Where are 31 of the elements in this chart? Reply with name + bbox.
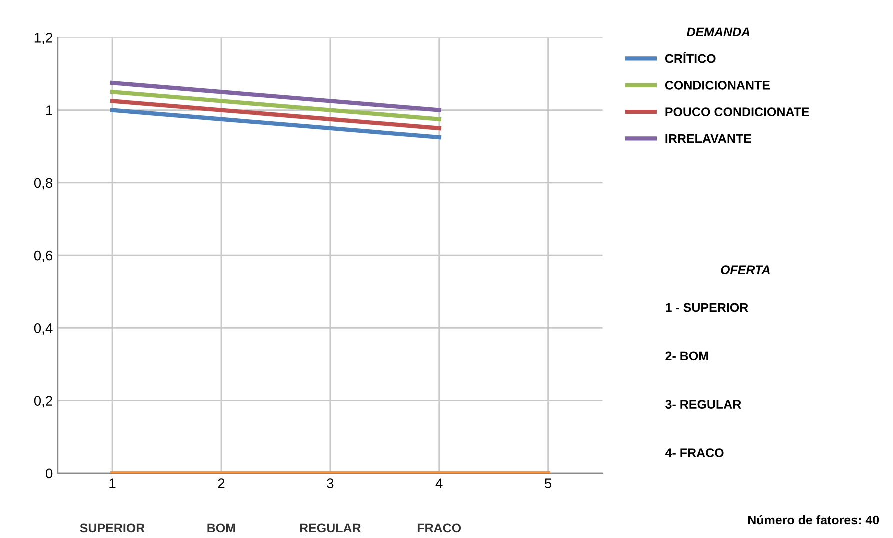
line-series — [110, 108, 442, 140]
text: 3- REGULAR — [666, 400, 742, 410]
legend-label: POUCO CONDICIONATE — [666, 108, 810, 117]
text: Número de fatores: 40 — [748, 515, 880, 525]
y-tick-label: 0,4 — [34, 324, 53, 335]
legend-label: CONDICIONANTE — [665, 81, 770, 90]
line-series — [110, 99, 442, 131]
line-series — [110, 90, 442, 122]
x-tick-label: 1 — [110, 478, 116, 488]
x-tick-label: 2 — [218, 478, 225, 488]
text: 4- FRACO — [665, 448, 724, 458]
legend-label: IRRELAVANTE — [666, 134, 752, 144]
text: FRACO — [418, 524, 462, 533]
text: REGULAR — [300, 524, 362, 533]
text: BOM — [208, 524, 236, 533]
y-tick-label: 1,2 — [34, 32, 52, 44]
y-tick-label: 0,6 — [34, 250, 53, 262]
y-tick-label: 0,2 — [34, 396, 52, 408]
y-tick-label: 0,8 — [34, 178, 53, 190]
text: 1 - SUPERIOR — [666, 303, 748, 312]
text: OFERTA — [721, 266, 770, 275]
x-tick-label: 5 — [544, 478, 552, 489]
legend-label: CRÍTICO — [665, 52, 716, 64]
line-series — [110, 80, 442, 112]
x-tick-label: 3 — [327, 478, 334, 489]
y-tick-label: 0 — [46, 468, 53, 479]
text: SUPERIOR — [80, 524, 145, 533]
y-tick-label: 1 — [46, 106, 53, 116]
text: 2- BOM — [666, 352, 708, 361]
legend-title: DEMANDA — [686, 28, 750, 36]
x-tick-label: 4 — [436, 478, 443, 488]
